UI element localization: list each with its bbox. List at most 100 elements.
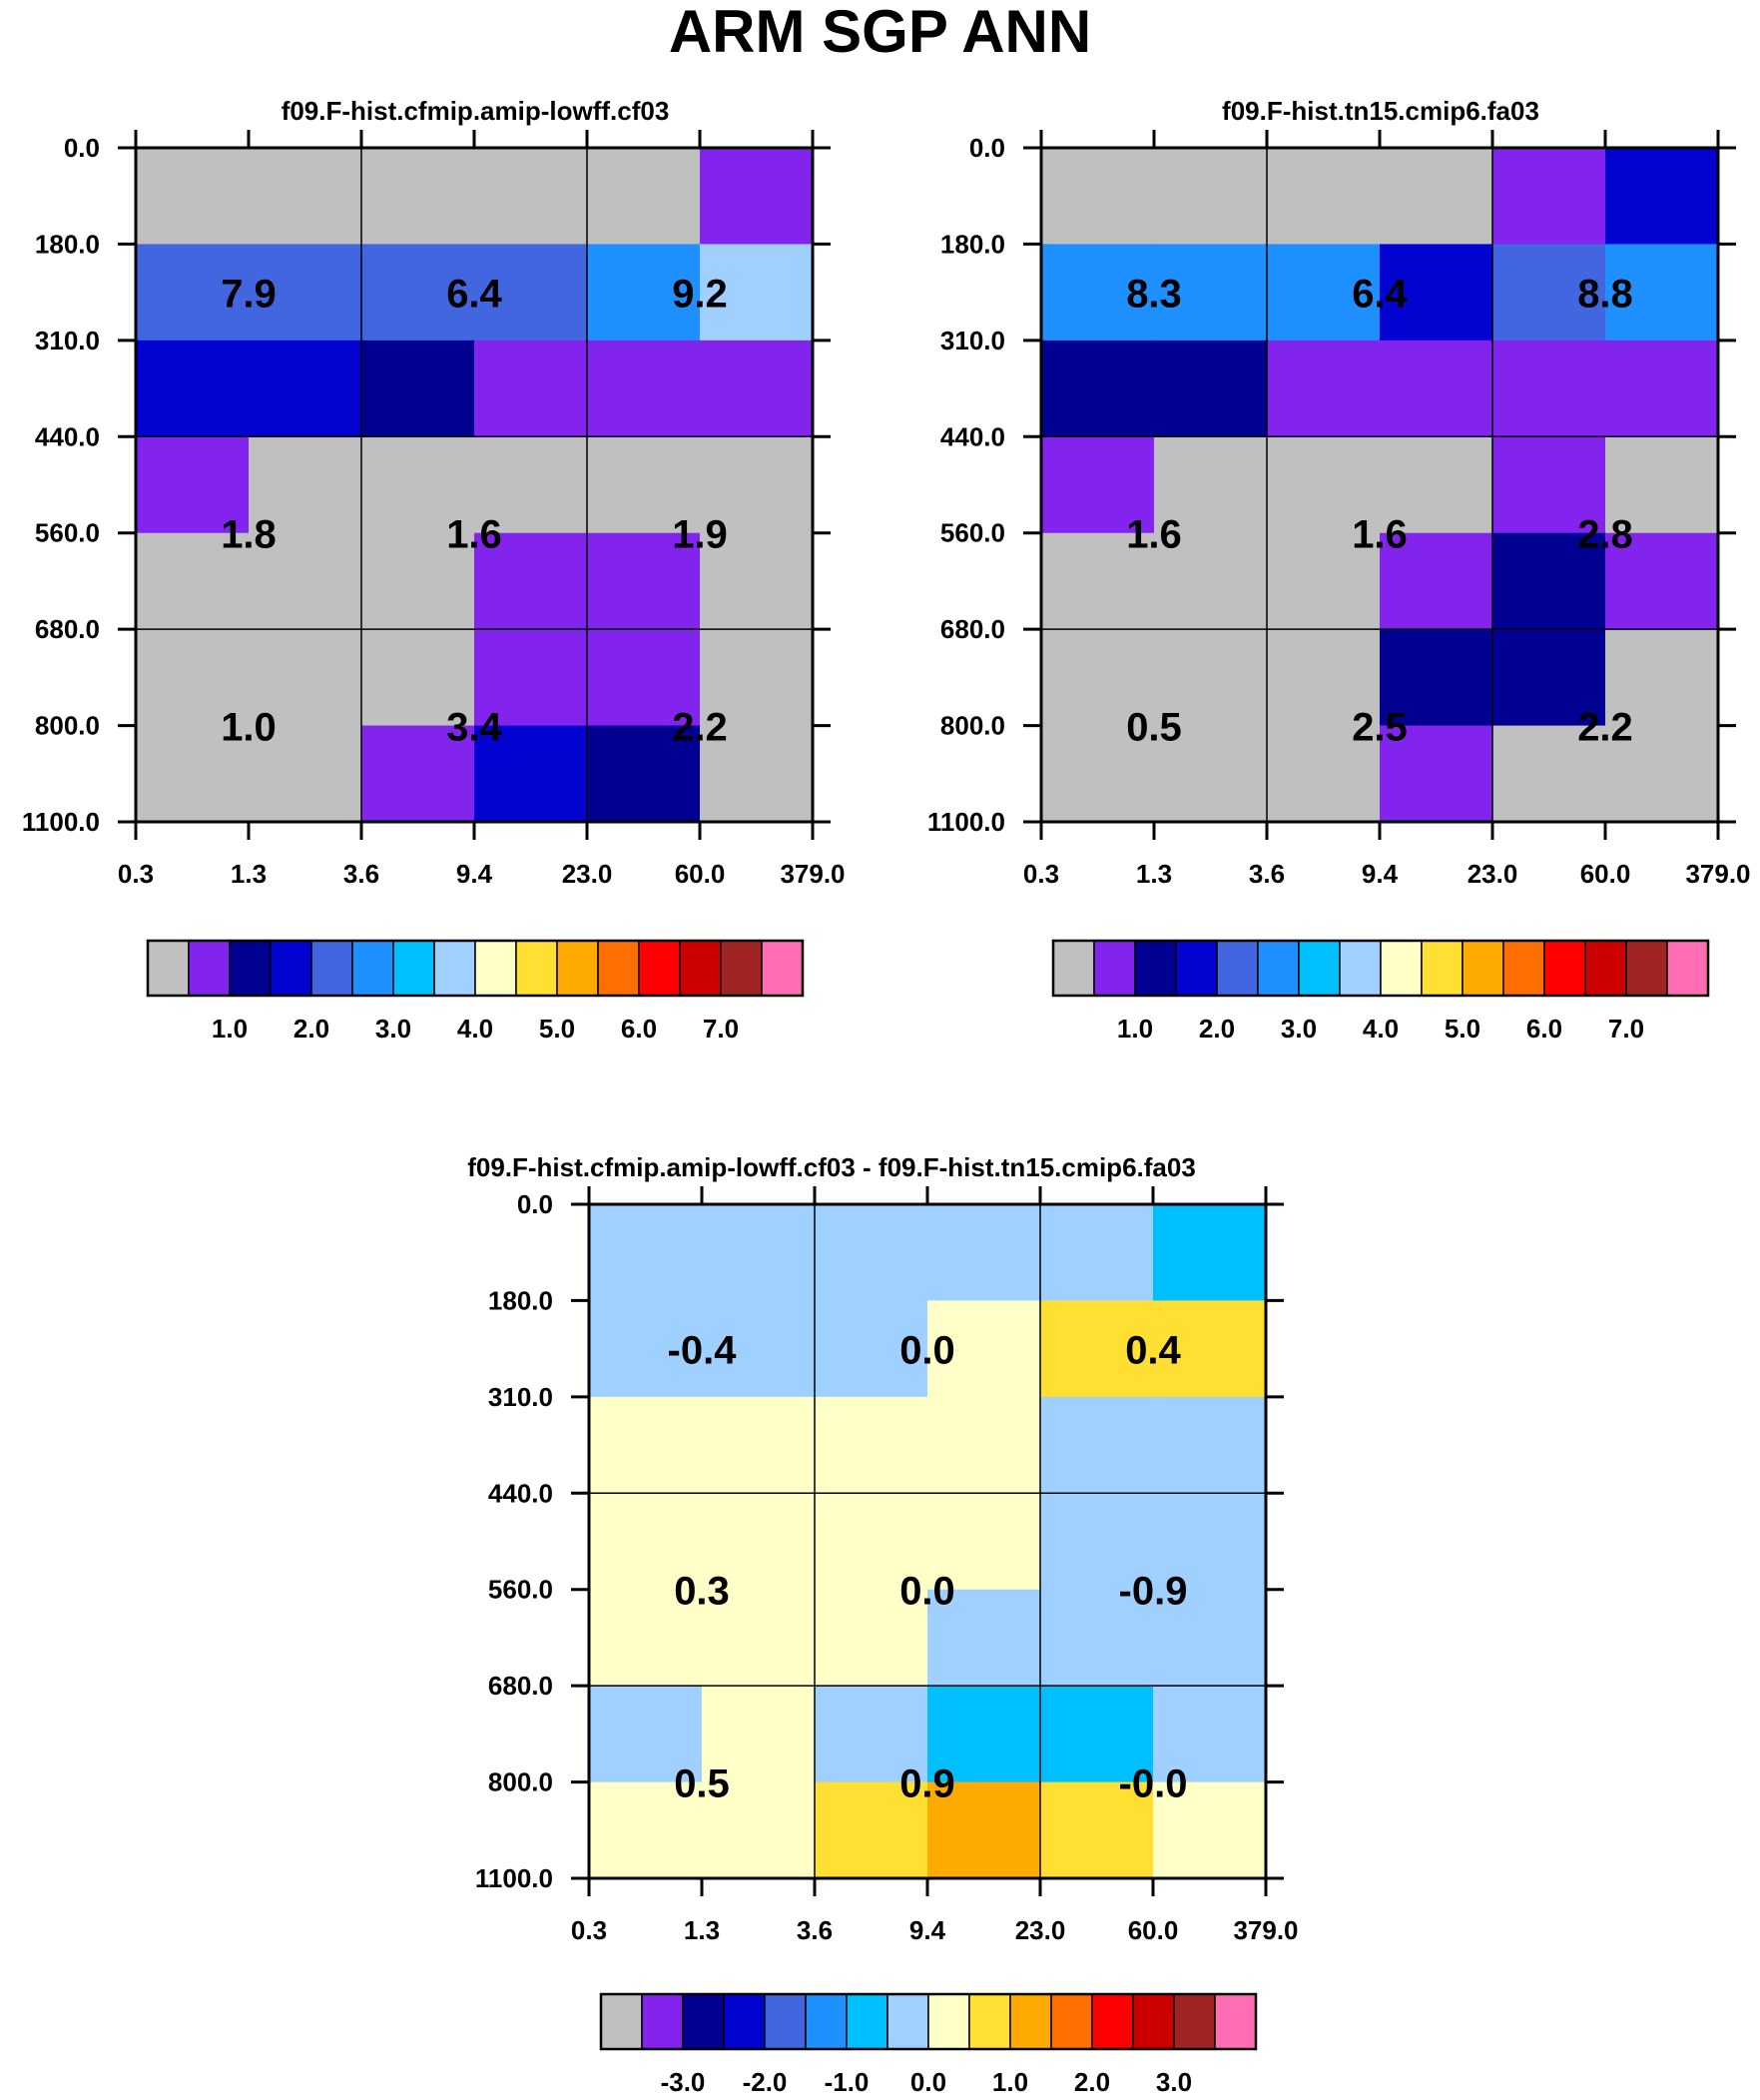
panel-2-cell bbox=[1267, 629, 1381, 727]
panel-2-colorbar-swatch bbox=[1298, 940, 1341, 997]
panel-3-colorbar-label: 3.0 bbox=[1156, 2067, 1192, 2097]
panel-1-x-tick-label: 60.0 bbox=[675, 859, 726, 889]
panel-1-colorbar-swatch bbox=[188, 940, 231, 997]
panel-3-colorbar-frame bbox=[599, 1992, 1258, 2051]
panel-1-box-value: 2.2 bbox=[672, 706, 728, 750]
panel-1-x-tick-label: 9.4 bbox=[456, 859, 493, 889]
panel-1-cell bbox=[474, 148, 588, 246]
panel-3-colorbar-swatch bbox=[1132, 1993, 1175, 2050]
panel-2-colorbar-swatch bbox=[1339, 940, 1382, 997]
panel-1-cell bbox=[361, 244, 475, 342]
panel-1-cell bbox=[587, 340, 701, 437]
panel-2-x-tick-label: 9.4 bbox=[1362, 859, 1399, 889]
panel-2-colorbar-swatch bbox=[1134, 940, 1177, 997]
panel-3-colorbar-swatch bbox=[1091, 1993, 1134, 2050]
panel-3-colorbar-swatch bbox=[968, 1993, 1011, 2050]
panel-2-cell bbox=[1041, 436, 1155, 534]
panel-1-x-tick-label: 0.3 bbox=[118, 859, 154, 889]
panel-3-colorbar-label: 0.0 bbox=[910, 2067, 946, 2097]
panel-2-box-value: 2.2 bbox=[1577, 706, 1633, 750]
panel-2-cell bbox=[1380, 629, 1493, 727]
panel-2-cell bbox=[1605, 244, 1719, 342]
panel-3-colorbar-label: 1.0 bbox=[992, 2067, 1028, 2097]
panel-3-colorbar-label: -1.0 bbox=[825, 2067, 870, 2097]
panel-1-colorbar-swatch bbox=[270, 940, 312, 997]
panel-1-colorbar-swatch bbox=[310, 940, 353, 997]
panel-2-x-tick-label: 23.0 bbox=[1467, 859, 1518, 889]
panel-2-colorbar-label: 7.0 bbox=[1608, 1014, 1644, 1044]
panel-2-colorbar-frame bbox=[1051, 939, 1710, 998]
panel-3-cell bbox=[1040, 1781, 1154, 1879]
panel-2-box-value: 8.8 bbox=[1577, 273, 1633, 317]
panel-1-cell bbox=[136, 629, 250, 727]
panel-1-colorbar-swatch bbox=[474, 940, 517, 997]
panel-1-cell bbox=[361, 532, 475, 630]
panel-1-cell bbox=[136, 244, 250, 342]
panel-2-cell bbox=[1154, 532, 1268, 630]
panel-1-colorbar-label: 1.0 bbox=[212, 1014, 248, 1044]
panel-1-cell bbox=[249, 148, 362, 246]
panel-1-cell bbox=[361, 340, 475, 437]
panel-3-cell bbox=[1040, 1686, 1154, 1783]
panel-1-cell bbox=[361, 629, 475, 727]
panel-2-colorbar-swatch bbox=[1093, 940, 1136, 997]
panel-2-y-tick-label: 180.0 bbox=[940, 229, 1005, 259]
panel-1-box-value: 7.9 bbox=[221, 273, 277, 317]
panel-3-box-value: 0.3 bbox=[674, 1570, 730, 1614]
panel-1-y-tick-label: 560.0 bbox=[35, 518, 100, 548]
panel-2-cell bbox=[1041, 244, 1155, 342]
panel-1-colorbar-label: 5.0 bbox=[539, 1014, 575, 1044]
panel-title-2: f09.F-hist.tn15.cmip6.fa03 bbox=[1222, 96, 1539, 126]
panel-2-colorbar-label: 5.0 bbox=[1445, 1014, 1480, 1044]
panel-1-cell bbox=[700, 340, 814, 437]
panel-3-colorbar-swatch bbox=[600, 1993, 643, 2050]
panel-1-cell bbox=[474, 340, 588, 437]
panel-2-cell bbox=[1492, 244, 1606, 342]
panel-3-x-tick-label: 9.4 bbox=[909, 1915, 946, 1945]
panel-2-cell bbox=[1154, 629, 1268, 727]
panel-3-colorbar-swatch bbox=[846, 1993, 888, 2050]
panel-title-1: f09.F-hist.cfmip.amip-lowff.cf03 bbox=[281, 96, 670, 126]
panel-1-x-tick-label: 3.6 bbox=[343, 859, 379, 889]
panel-1-box-value: 1.8 bbox=[221, 513, 277, 557]
panel-2-y-tick-label: 1100.0 bbox=[927, 807, 1005, 837]
panel-2-colorbar-swatch bbox=[1380, 940, 1423, 997]
panel-1-cell bbox=[474, 244, 588, 342]
panel-2-cell bbox=[1492, 148, 1606, 246]
panel-3-cell bbox=[815, 1686, 928, 1783]
panel-3-cell bbox=[1040, 1204, 1154, 1302]
panel-3-colorbar-swatch bbox=[1050, 1993, 1093, 2050]
panel-2-cell bbox=[1380, 532, 1493, 630]
panel-2-colorbar-swatch bbox=[1584, 940, 1627, 997]
panel-3-cell bbox=[589, 1589, 703, 1687]
panel-3-colorbar-swatch bbox=[723, 1993, 766, 2050]
panel-1-x-tick-label: 1.3 bbox=[231, 859, 267, 889]
panel-2-cell bbox=[1267, 340, 1381, 437]
panel-2-x-tick-label: 3.6 bbox=[1249, 859, 1285, 889]
panel-2-colorbar-label: 1.0 bbox=[1117, 1014, 1153, 1044]
panel-3-box-value: 0.9 bbox=[899, 1762, 955, 1806]
panel-2-cell bbox=[1492, 340, 1606, 437]
panel-2-colorbar-swatch bbox=[1257, 940, 1300, 997]
panel-2-cell bbox=[1154, 244, 1268, 342]
panel-2-colorbar-swatch bbox=[1502, 940, 1545, 997]
panel-3-cell bbox=[1153, 1300, 1267, 1398]
panel-1-cell bbox=[700, 436, 814, 534]
panel-3-colorbar-swatch bbox=[641, 1993, 684, 2050]
panel-3-cell bbox=[1153, 1589, 1267, 1687]
panel-3-cell bbox=[589, 1686, 703, 1783]
panel-1-y-tick-label: 1100.0 bbox=[22, 807, 100, 837]
panel-2-x-tick-label: 0.3 bbox=[1023, 859, 1059, 889]
panel-1-cell bbox=[249, 340, 362, 437]
panel-2-cell bbox=[1605, 148, 1719, 246]
panel-1-colorbar-frame bbox=[146, 939, 805, 998]
panel-2-y-tick-label: 800.0 bbox=[940, 711, 1005, 741]
panel-1-cell bbox=[474, 725, 588, 823]
panel-1-cell bbox=[700, 148, 814, 246]
panel-1-cell bbox=[136, 532, 250, 630]
panel-1-cell bbox=[700, 629, 814, 727]
panel-2-cell bbox=[1492, 725, 1606, 823]
panel-1-colorbar-swatch bbox=[720, 940, 763, 997]
panel-1-cell bbox=[587, 532, 701, 630]
